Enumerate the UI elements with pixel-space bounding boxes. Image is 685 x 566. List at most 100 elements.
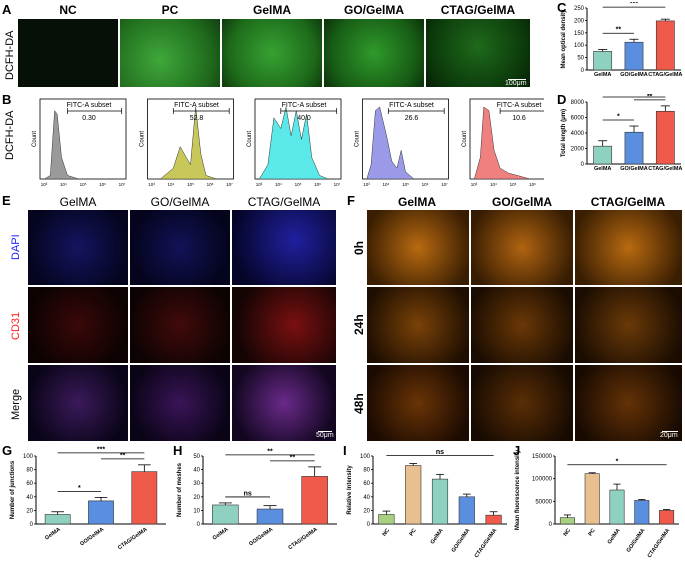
x-tick-label: 10³ (471, 182, 478, 187)
panel-a-col-ctag-gelma: CTAG/GelMA (440, 3, 516, 17)
count-axis-label: Count (32, 131, 38, 147)
histogram-panel: FITC-A subset 52.8 Count 10³ 10⁴ 10⁵ 10⁶ 10⁷ (140, 98, 234, 187)
significance-label: *** (630, 2, 638, 8)
category-label: GelMA (212, 527, 230, 542)
panel-a-image-gelma (222, 19, 322, 87)
category-label: GO/GelMA (451, 528, 472, 554)
chart-i: 0 20 40 60 80 100 Relative Intensity NC PC GelMA G… (347, 449, 507, 559)
bar (405, 465, 422, 525)
y-tick-label: 0 (30, 522, 34, 528)
panel-e-row-cd31: CD31 (10, 311, 22, 340)
panel-a-scale-label: 100μm (505, 80, 527, 87)
panel-letter-f: F (347, 193, 355, 208)
x-tick-label: 10⁵ (80, 182, 87, 187)
x-tick-label: 10⁷ (441, 182, 448, 187)
gate-label: FITC-A subset (389, 102, 434, 109)
panel-f-0h-gelma (367, 210, 469, 285)
bar (44, 514, 71, 525)
significance-label: ** (290, 454, 296, 461)
panel-a-image-ctag-gelma (426, 19, 530, 87)
histogram-panel: FITC-A subset 40.0 Count 10³ 10⁴ 10⁵ 10⁶ 10⁷ (247, 98, 342, 187)
panel-e-scale-label: 50μm (316, 432, 334, 439)
gate-value: 0.30 (82, 115, 96, 122)
panel-a-image-go-gelma (324, 19, 424, 87)
panel-f-0h-go-gelma (471, 210, 573, 285)
y-tick-label: 150 (574, 31, 585, 37)
panel-e-col-go-gelma: GO/GelMA (150, 195, 210, 209)
y-tick-label: 40 (363, 495, 370, 501)
y-axis-label: Mean fluorescence intensity (515, 449, 521, 530)
count-axis-label: Count (462, 131, 468, 147)
category-label: GelMA (607, 528, 622, 546)
category-label: GO/GelMA (248, 527, 274, 548)
panel-letter-i: I (343, 443, 347, 458)
panel-letter-c: C (557, 0, 567, 15)
panel-f-scale-bar (662, 431, 678, 432)
panel-f-24h-gelma (367, 287, 469, 363)
x-tick-label: 10³ (148, 182, 155, 187)
gate-value: 10.6 (512, 115, 526, 122)
panel-a-col-nc: NC (59, 3, 77, 17)
panel-letter-h: H (173, 443, 183, 458)
category-label: PC (409, 528, 418, 538)
significance-label: * (617, 114, 620, 121)
category-label: PC (588, 528, 597, 538)
y-tick-label: 250 (574, 6, 585, 12)
chart-j: 0 50000 100000 150000 Mean fluorescence inte… (515, 449, 679, 559)
significance-label: ** (616, 27, 622, 34)
y-tick-label: 100 (574, 43, 585, 49)
y-tick-label: 100 (23, 454, 34, 460)
panel-a-col-gelma: GelMA (252, 3, 291, 17)
significance-label: *** (97, 446, 105, 453)
gate-label: FITC-A subset (282, 102, 327, 109)
histogram-curve (147, 106, 234, 180)
bar (634, 500, 650, 525)
bar (485, 514, 502, 525)
panel-e-dapi-ctag-gelma (232, 210, 336, 285)
count-axis-label: Count (247, 131, 253, 147)
bar (212, 504, 239, 525)
panel-f-24h-ctag-gelma (575, 287, 682, 363)
y-tick-label: 0 (549, 522, 553, 528)
gate-value: 40.0 (297, 115, 311, 122)
bar (301, 476, 328, 525)
bar (655, 110, 675, 165)
bar (593, 145, 613, 165)
significance-label: ** (120, 452, 126, 459)
panel-f-48h-go-gelma (471, 365, 573, 441)
panel-f-48h-gelma (367, 365, 469, 441)
y-tick-label: 200 (574, 18, 585, 24)
panel-f-row-24h: 24h (352, 314, 366, 335)
y-tick-label: 40 (26, 495, 33, 501)
x-tick-label: 10⁴ (490, 182, 497, 187)
bar (88, 500, 114, 525)
panel-e-merge-go-gelma (130, 365, 230, 441)
panel-letter-g: G (2, 443, 13, 458)
category-label: GO/GelMA (79, 527, 105, 548)
y-tick-label: 0 (197, 522, 201, 528)
panel-e-merge-gelma (28, 365, 128, 441)
panel-f-48h-ctag-gelma (575, 365, 682, 441)
histogram-curve (40, 109, 126, 180)
y-tick-label: 20 (193, 495, 200, 501)
panel-letter-j: J (513, 443, 521, 458)
y-tick-label: 8000 (571, 100, 585, 106)
y-tick-label: 50000 (535, 499, 552, 505)
count-axis-label: Count (140, 131, 146, 147)
bar (624, 41, 644, 71)
y-axis-label: Relative Intensity (347, 465, 353, 515)
gate-label: FITC-A subset (174, 102, 219, 109)
panel-a-col-pc: PC (161, 3, 179, 17)
gate-label: FITC-A subset (497, 102, 542, 109)
y-tick-label: 0 (367, 522, 371, 528)
y-axis-label: Number of meshes (177, 462, 183, 517)
histogram-panel: FITC-A subset 0.30 Count 10³ 10⁴ 10⁵ 10⁶ 10⁷ (32, 98, 127, 187)
bar (584, 473, 600, 525)
panel-e-dapi-go-gelma (130, 210, 230, 285)
significance-label: ** (267, 448, 273, 455)
panel-a-col-go-gelma: GO/GelMA (343, 3, 404, 17)
x-tick-label: 10⁴ (275, 182, 282, 187)
panel-e-scale-bar (318, 431, 332, 432)
panel-e-row-merge: Merge (10, 388, 22, 420)
